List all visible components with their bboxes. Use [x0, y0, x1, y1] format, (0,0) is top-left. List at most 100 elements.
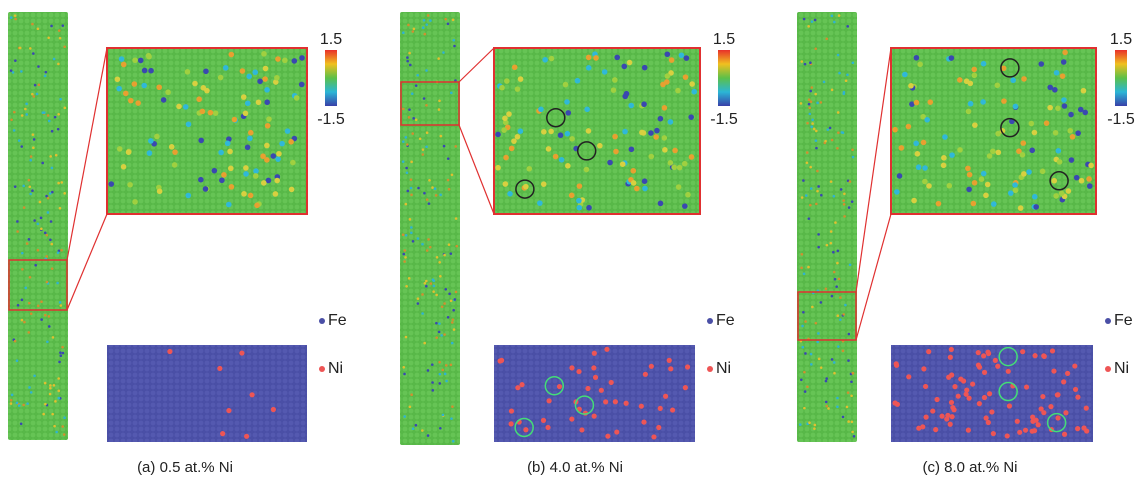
atom-speck	[817, 245, 820, 249]
atom-speck	[429, 19, 432, 22]
nanowire	[400, 12, 460, 445]
atom-speck	[23, 320, 26, 324]
atom-speck	[58, 360, 61, 364]
ni-atom	[1035, 422, 1041, 428]
atom-speck	[811, 122, 814, 125]
atom-speck	[435, 293, 438, 297]
ni-atom	[591, 350, 597, 356]
atom-speck	[807, 217, 811, 220]
strain-atom	[240, 94, 247, 100]
atom-speck	[9, 16, 13, 19]
strain-atom	[914, 151, 921, 157]
strain-atom	[282, 57, 288, 64]
atom-speck	[416, 297, 420, 300]
atom-speck	[450, 173, 454, 177]
ni-atom	[608, 379, 614, 386]
highlight-ring	[515, 179, 535, 199]
atom-speck	[851, 371, 855, 375]
atom-speck	[51, 412, 54, 416]
atom-speck	[425, 249, 429, 252]
strain-map	[891, 48, 1096, 214]
atom-speck	[836, 53, 840, 57]
atom-speck	[802, 310, 805, 314]
strain-atom	[661, 105, 668, 111]
strain-atom	[275, 156, 281, 162]
ni-atom	[1061, 431, 1068, 437]
strain-atom	[212, 110, 219, 116]
ni-atom	[641, 419, 647, 425]
atom-speck	[26, 402, 29, 405]
strain-atom	[1010, 77, 1016, 84]
atom-speck	[447, 187, 451, 191]
atom-speck	[414, 423, 418, 427]
atom-speck	[833, 277, 837, 281]
strain-atom	[676, 164, 683, 171]
strain-atom	[506, 111, 512, 117]
strain-atom	[222, 65, 229, 71]
strain-atom	[920, 113, 926, 120]
atom-speck	[844, 303, 847, 307]
ni-atom	[1032, 353, 1038, 359]
strain-atom	[1047, 104, 1053, 111]
atom-speck	[51, 336, 55, 339]
strain-atom	[502, 181, 509, 187]
atom-speck	[405, 166, 408, 170]
strain-atom	[542, 56, 548, 63]
strain-atom	[507, 191, 513, 197]
atom-speck	[58, 206, 62, 210]
atom-speck	[810, 86, 814, 89]
atom-speck	[435, 336, 439, 339]
atom-speck	[451, 318, 455, 321]
strain-atom	[640, 130, 647, 136]
atom-speck	[406, 56, 409, 59]
atom-speck	[451, 439, 455, 443]
strain-atom	[276, 150, 282, 157]
atom-speck	[814, 92, 817, 96]
atom-speck	[425, 23, 429, 26]
colorbar-max: 1.5	[1110, 31, 1132, 48]
atom-speck	[46, 196, 50, 200]
atom-speck	[807, 102, 811, 106]
strain-atom	[284, 128, 291, 134]
strain-atom	[926, 183, 932, 189]
species-map	[494, 345, 695, 442]
atom-speck	[25, 242, 29, 245]
atom-speck	[60, 248, 63, 252]
atom-speck	[816, 189, 819, 193]
strain-atom	[667, 119, 674, 125]
atom-speck	[431, 186, 434, 189]
atom-speck	[836, 261, 839, 265]
strain-atom	[254, 202, 260, 209]
ni-atom	[226, 407, 232, 414]
atom-speck	[807, 98, 811, 101]
atom-speck	[820, 193, 823, 197]
atom-speck	[409, 186, 413, 190]
strain-atom	[288, 138, 294, 145]
ni-atom	[648, 363, 654, 369]
ni-atom	[990, 430, 996, 437]
strain-atom	[920, 139, 927, 146]
strain-atom	[202, 186, 209, 192]
atom-speck	[826, 128, 830, 131]
strain-atom	[548, 128, 554, 135]
atom-speck	[435, 256, 439, 259]
atom-speck	[839, 188, 843, 191]
atom-speck	[423, 341, 426, 345]
atom-speck	[45, 194, 48, 198]
atom-speck	[24, 107, 27, 111]
ni-atom	[519, 382, 525, 388]
atom-speck	[846, 391, 850, 394]
atom-speck	[20, 298, 24, 302]
strain-atom	[196, 96, 202, 103]
strain-atom	[675, 184, 682, 190]
atom-speck	[443, 372, 447, 376]
zoom-region	[797, 291, 857, 341]
atom-speck	[27, 331, 31, 334]
ni-atom	[965, 427, 971, 433]
legend-label: Ni	[328, 360, 343, 377]
strain-atom	[1021, 171, 1027, 177]
atom-speck	[59, 304, 63, 307]
atom-speck	[27, 238, 31, 241]
strain-atom	[137, 57, 144, 64]
strain-atom	[118, 56, 125, 62]
